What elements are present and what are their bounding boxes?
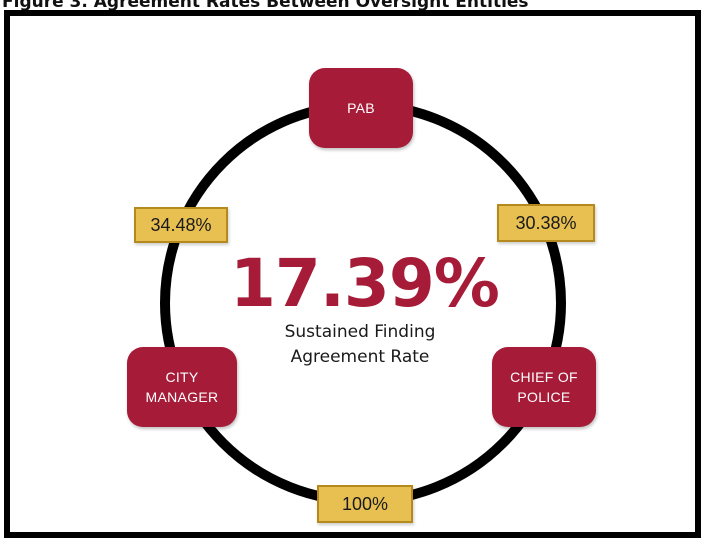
diagram-frame xyxy=(4,10,701,538)
rate-pab-chief-of-police: 30.38% xyxy=(497,204,595,242)
node-pab: PAB xyxy=(309,68,413,148)
rate-pab-city-manager: 34.48% xyxy=(134,207,228,243)
sustained-finding-agreement-rate-value: 17.39% xyxy=(230,245,500,322)
sustained-finding-agreement-rate-label: Sustained Finding Agreement Rate xyxy=(284,322,436,367)
figure-caption: Figure 3. Agreement Rates Between Oversi… xyxy=(2,0,529,12)
node-chief-of-police: CHIEF OF POLICE xyxy=(492,347,596,427)
rate-city-manager-chief-of-police: 100% xyxy=(317,485,413,523)
node-city-manager: CITY MANAGER xyxy=(127,347,237,427)
